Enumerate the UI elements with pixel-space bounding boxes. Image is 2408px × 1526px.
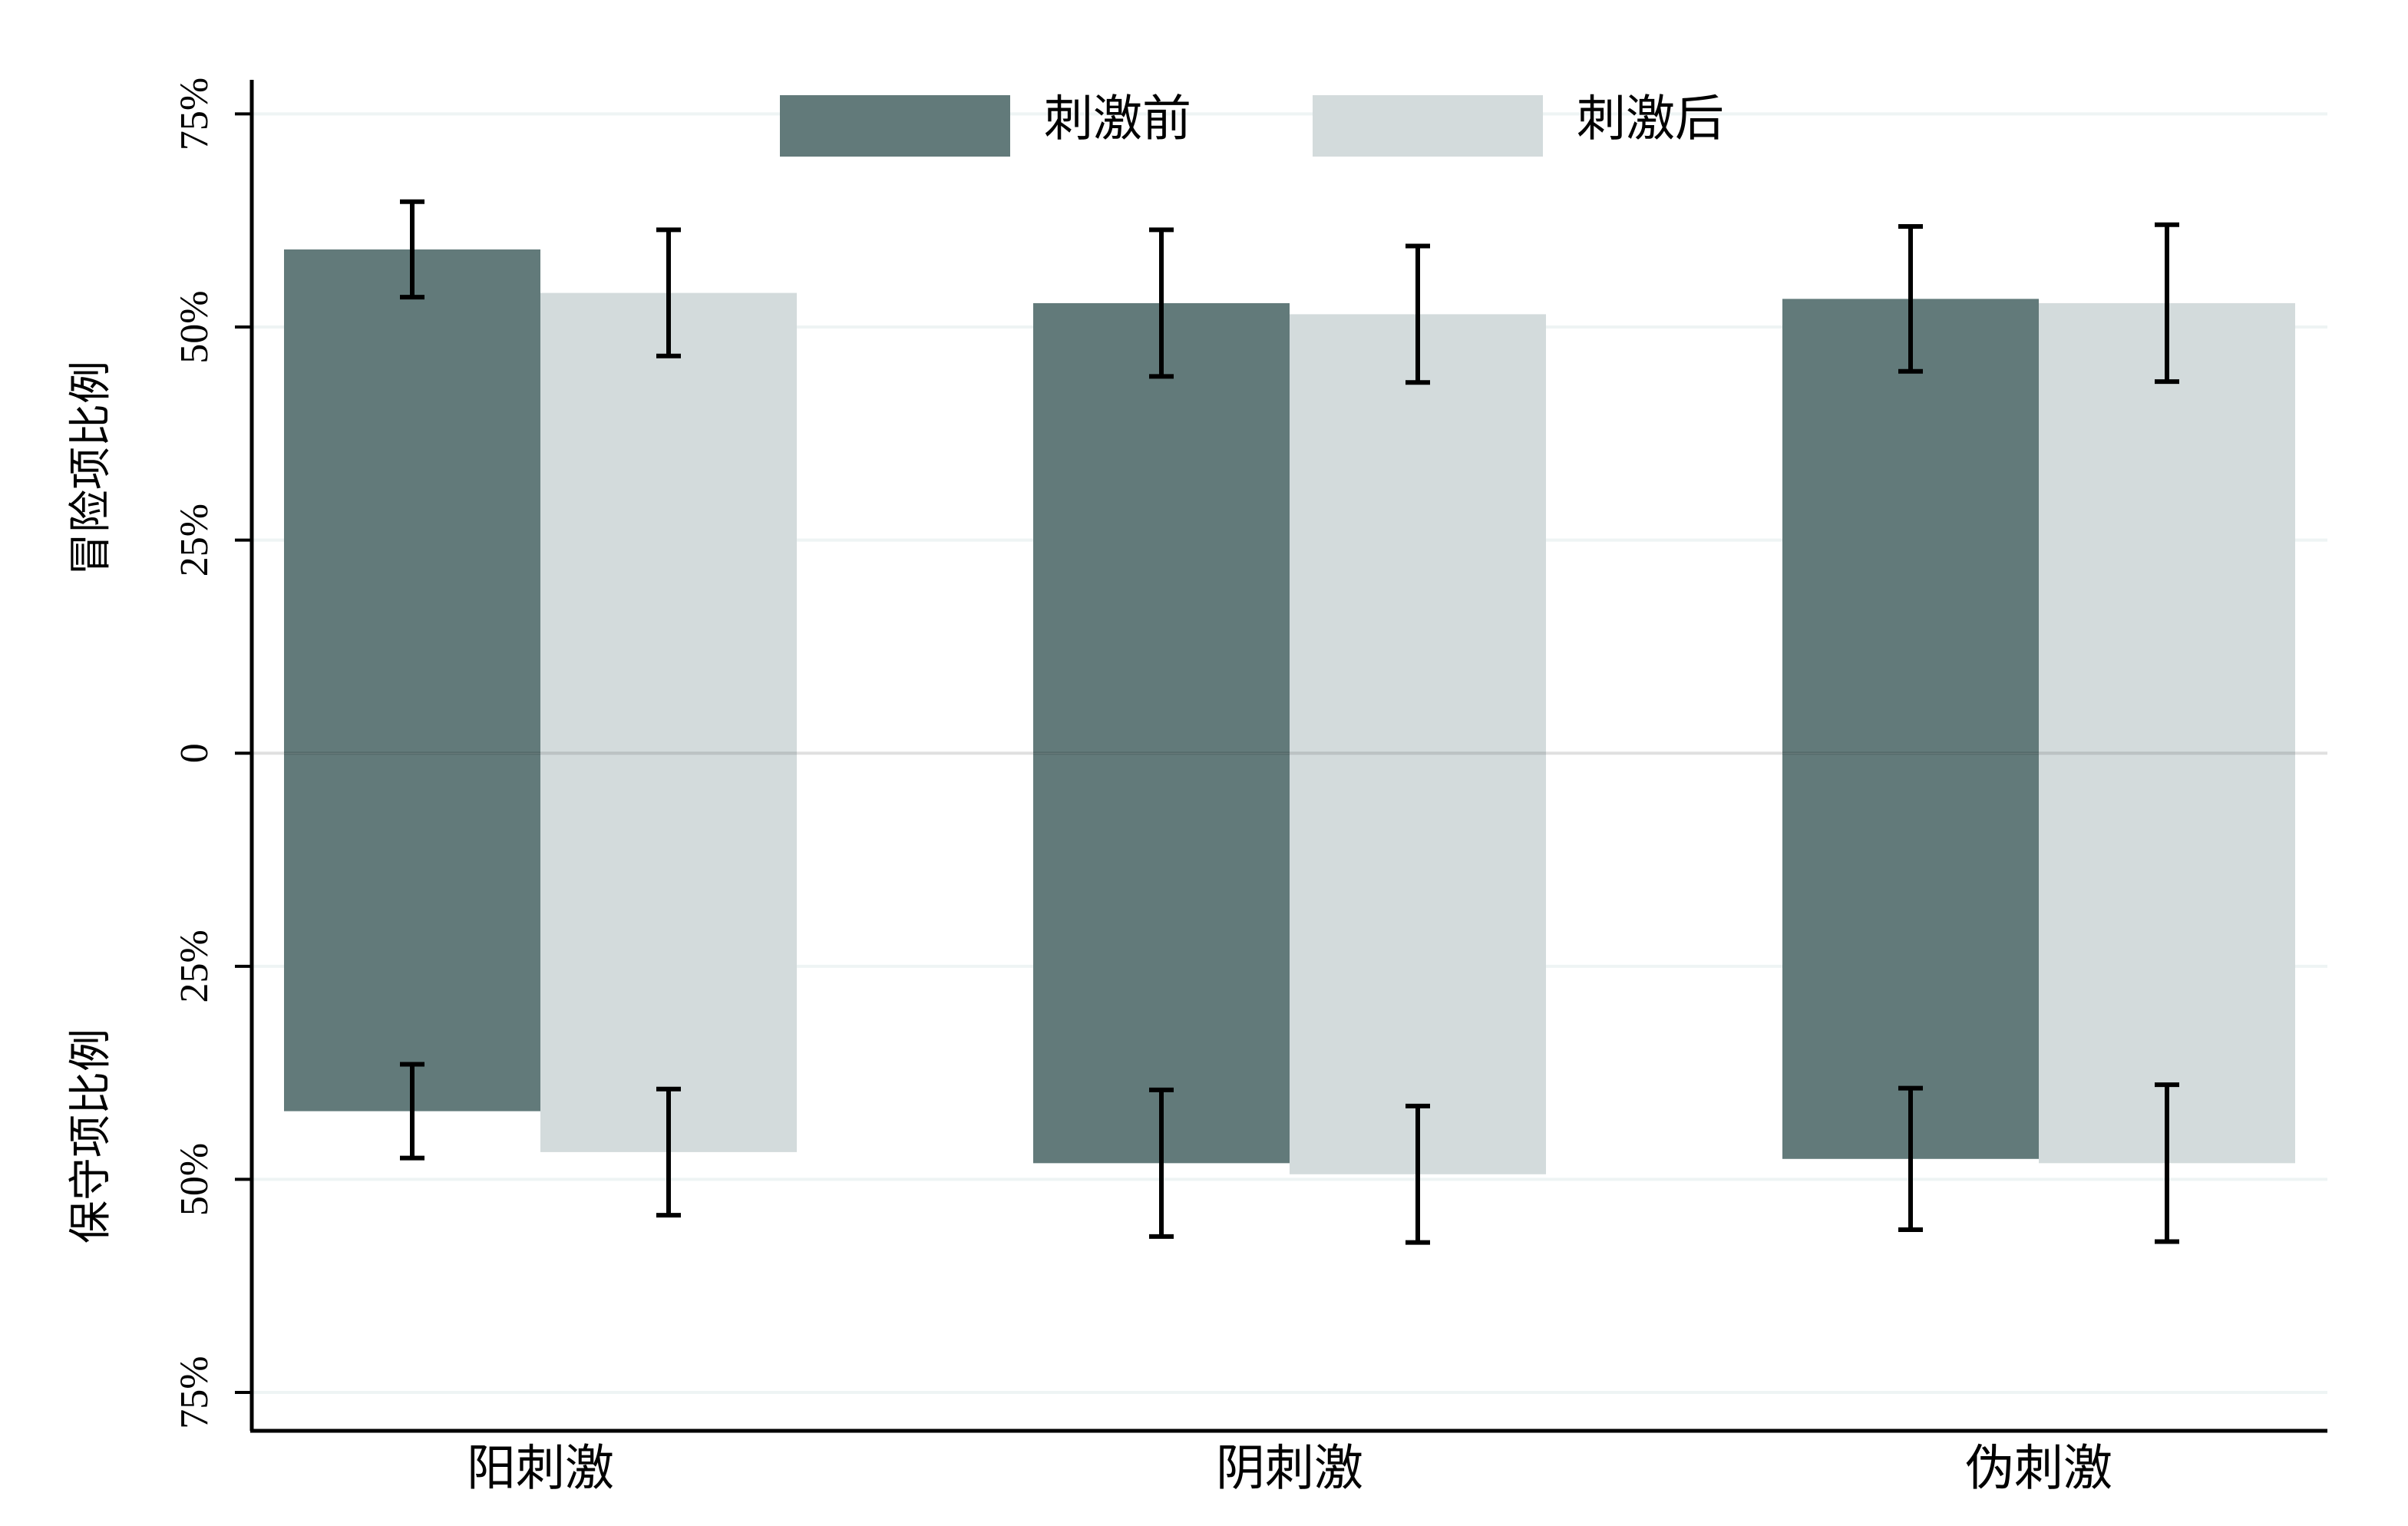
- bar: [284, 753, 540, 1111]
- bar: [540, 292, 797, 754]
- legend-swatch: [1313, 95, 1543, 157]
- error-bar: [2155, 1082, 2179, 1244]
- y-tick-label: 25%: [173, 504, 216, 576]
- bars: [284, 249, 2295, 1174]
- bar: [284, 249, 540, 754]
- legend-swatch: [780, 95, 1010, 157]
- y-tick-label: 50%: [173, 290, 216, 363]
- error-bar: [1149, 1087, 1174, 1239]
- x-tick-label: 阳刺激: [467, 1442, 614, 1496]
- error-bar: [1149, 227, 1174, 379]
- y-tick-label: 50%: [173, 1143, 216, 1216]
- y-tick-label: 25%: [173, 930, 216, 1002]
- overlay: 75% 50% 25% 0 25% 50% 75% 阳刺激 阴刺激 伪刺激 刺激前 刺激后: [173, 78, 2327, 1496]
- error-bar: [1898, 223, 1923, 374]
- error-bar: [1405, 1103, 1430, 1245]
- legend-label: 刺激后: [1577, 92, 1724, 147]
- error-bar: [2155, 222, 2179, 385]
- bar: [1290, 314, 1546, 754]
- legend-label: 刺激前: [1044, 92, 1191, 147]
- y-tick-label: 0: [173, 743, 216, 763]
- error-bar: [1898, 1085, 1923, 1232]
- y-tick-label: 75%: [173, 78, 216, 150]
- x-tick-label: 伪刺激: [1965, 1442, 2112, 1496]
- error-bar: [400, 199, 424, 300]
- y-label-bottom: 保守项比例: [68, 1029, 115, 1244]
- bar: [1782, 299, 2039, 754]
- error-bar: [656, 1086, 681, 1218]
- bar: [540, 753, 797, 1152]
- error-bar: [1405, 243, 1430, 385]
- y-tick-label: 75%: [173, 1356, 216, 1429]
- error-bar: [656, 227, 681, 358]
- y-label-top: 冒险项比例: [68, 361, 115, 576]
- x-tick-label: 阴刺激: [1216, 1442, 1363, 1496]
- error-bar: [400, 1062, 424, 1161]
